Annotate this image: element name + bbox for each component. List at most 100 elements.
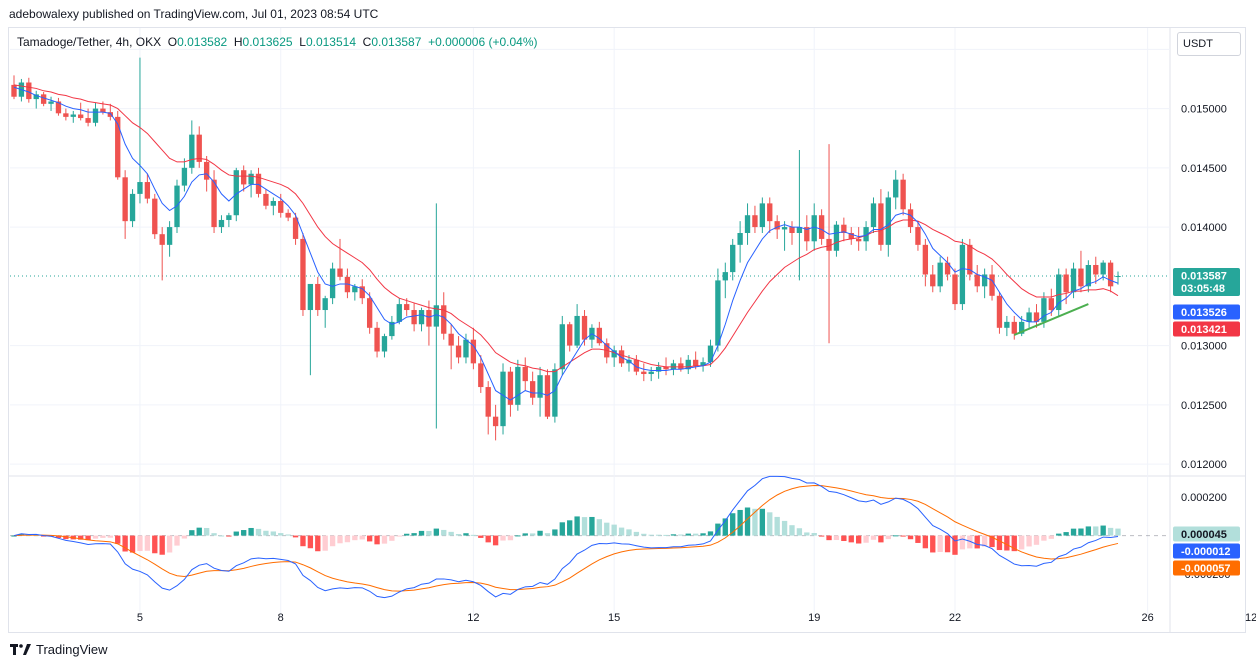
macd-histogram-bar [218,535,225,537]
macd-histogram-bar [737,509,743,536]
footer-brand-label: TradingView [36,642,108,657]
candle-body [856,238,862,242]
candle-body [796,227,803,234]
currency-button[interactable]: USDT [1177,32,1241,56]
publisher-line: adebowalexy published on TradingView.com… [9,7,379,21]
ma-fast-tag: 0.013526 [1181,307,1227,319]
candle-body [85,118,91,123]
candle-body [70,114,76,117]
macd-histogram-bar [589,516,595,536]
candle-body [870,203,877,228]
candle-body [129,193,136,222]
macd-histogram-bar [448,531,454,536]
candle-body [1011,321,1017,334]
time-tick-label: 15 [608,612,620,624]
last-price-tag-countdown: 03:05:48 [1181,283,1225,295]
macd-histogram-bar [433,528,440,536]
macd-histogram-bar [78,535,84,540]
macd-histogram-bar [322,535,328,551]
candle-body [137,182,143,194]
candle-body [315,283,321,311]
candle-body [255,173,262,194]
candle-body [218,219,225,228]
grid [8,28,1245,632]
macd-histogram-bar [1011,535,1017,552]
candle-body [470,339,477,364]
candle-body [1033,312,1040,322]
candle-body [893,179,899,198]
macd-histogram-bar [841,535,847,542]
macd-histogram-bar [692,533,699,536]
macd-histogram-bar [166,535,173,553]
macd-histogram-bar [248,527,254,536]
macd-tag-bg [1173,560,1240,576]
ma-slow-line [13,84,1119,373]
candle-body [952,274,958,305]
candle-body [1093,264,1099,275]
candle-body [203,161,210,180]
macd-histogram-bar [967,535,973,549]
macd-histogram-bar [159,535,165,555]
time-tick-label: 12:00 [1245,612,1256,624]
time-tick-label: 8 [278,612,284,624]
ma-fast-tag-bg [1173,304,1240,320]
candle-body [907,209,914,228]
macd-histogram-bar [796,528,803,536]
candle-body [1063,274,1069,293]
candle-body [826,238,832,251]
macd-histogram-bar [255,528,262,536]
candle-body [715,280,721,346]
macd-histogram-bar [633,531,640,536]
macd-histogram-bar [263,530,269,536]
candle-body [730,244,736,273]
macd-histogram-bar [856,535,862,544]
macd-histogram-bar [885,535,891,540]
candle-body [552,369,558,417]
candle-body [967,244,973,275]
candle-body [981,274,988,287]
candle-body [544,375,551,417]
candle-body [40,94,47,104]
macd-histogram-bar [1100,525,1106,536]
candle-body [915,227,921,245]
price-tick-label: 0.015000 [1181,104,1227,116]
candle-body [789,227,795,234]
candle-body [1070,268,1077,293]
candle-body [181,167,188,186]
macd-histogram-bar [315,535,321,552]
macd-histogram-bar [500,535,506,541]
candle-body [596,327,603,344]
macd-histogram-bar [100,535,106,538]
macd-histogram-bar [626,529,632,536]
macd-histogram-bar [730,513,736,536]
macd-histogram-bar [670,534,677,536]
candle-body [567,324,573,346]
macd-histogram-bar [55,535,62,538]
macd-histogram-bar [522,533,528,536]
macd-histogram-bar [1107,527,1114,536]
candle-body [692,359,699,366]
macd-histogram-bar [574,516,580,536]
macd-histogram-bar [389,535,395,541]
candle-body [433,305,440,327]
macd-histogram-bar [411,533,417,536]
last-price-tag: 0.013587 [1181,271,1227,283]
macd-histogram-bar [137,535,143,552]
candle-body [270,201,276,206]
macd-histogram-bar [366,535,373,542]
support-trendline [1013,303,1089,336]
macd-histogram-bar [455,534,462,536]
macd-histogram-bar [870,535,877,540]
candle-body [744,215,751,234]
candle-body [500,371,506,427]
macd-histogram-bar [352,535,358,541]
candle-body [885,197,891,245]
candle-body [848,233,854,239]
candle-body [663,366,669,370]
candles [11,57,1121,441]
candle-body [574,315,580,346]
candle-body [55,101,62,114]
footer-brand[interactable]: TradingView [10,642,108,657]
